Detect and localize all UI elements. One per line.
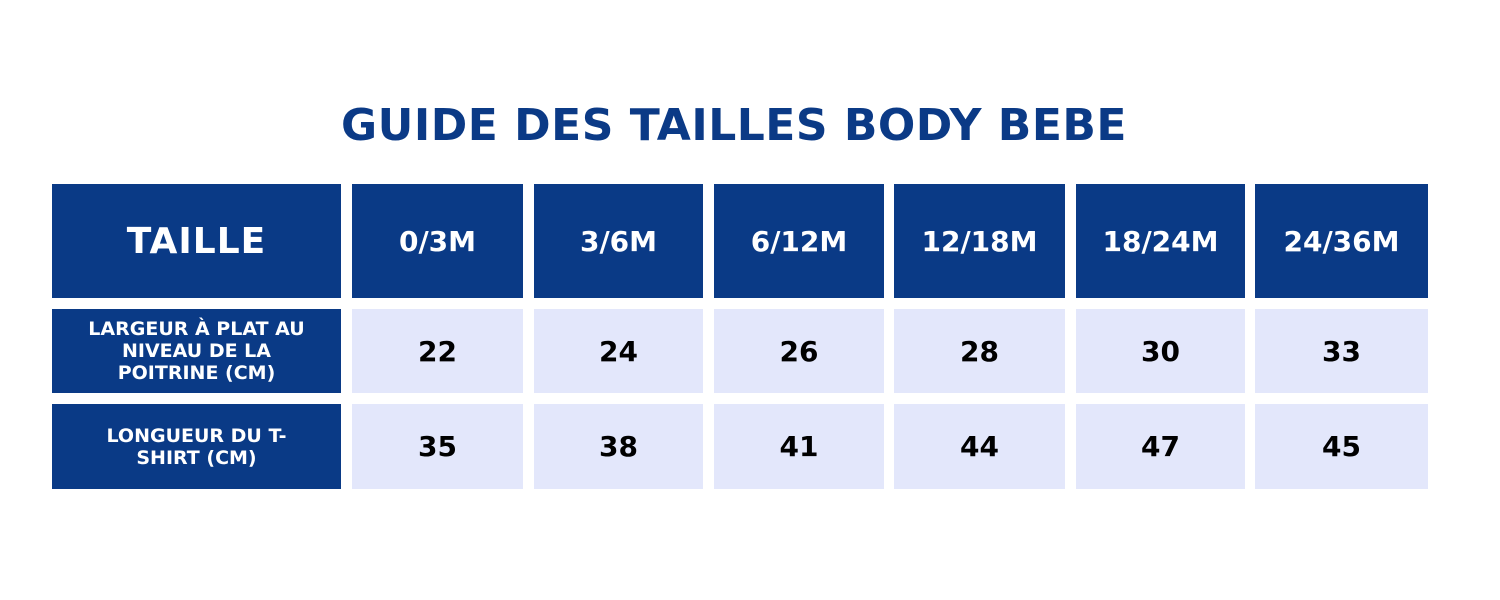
table-cell: 28: [894, 309, 1065, 393]
table-cell: 41: [714, 404, 884, 489]
table-cell: 35: [352, 404, 523, 489]
page-title: GUIDE DES TAILLES BODY BEBE: [341, 100, 1127, 151]
header-size-3-6m: 3/6M: [534, 184, 703, 298]
header-size-6-12m: 6/12M: [714, 184, 884, 298]
table-cell: 45: [1255, 404, 1428, 489]
header-size-24-36m: 24/36M: [1255, 184, 1428, 298]
table-cell: 30: [1076, 309, 1245, 393]
table-cell: 38: [534, 404, 703, 489]
table-cell: 47: [1076, 404, 1245, 489]
row-label-length: LONGUEUR DU T-SHIRT (CM): [52, 404, 341, 489]
table-cell: 24: [534, 309, 703, 393]
header-size-0-3m: 0/3M: [352, 184, 523, 298]
header-size-18-24m: 18/24M: [1076, 184, 1245, 298]
header-taille: TAILLE: [52, 184, 341, 298]
header-size-12-18m: 12/18M: [894, 184, 1065, 298]
row-label-chest-width: LARGEUR À PLAT AU NIVEAU DE LA POITRINE …: [52, 309, 341, 393]
table-cell: 22: [352, 309, 523, 393]
table-cell: 33: [1255, 309, 1428, 393]
table-cell: 44: [894, 404, 1065, 489]
table-cell: 26: [714, 309, 884, 393]
